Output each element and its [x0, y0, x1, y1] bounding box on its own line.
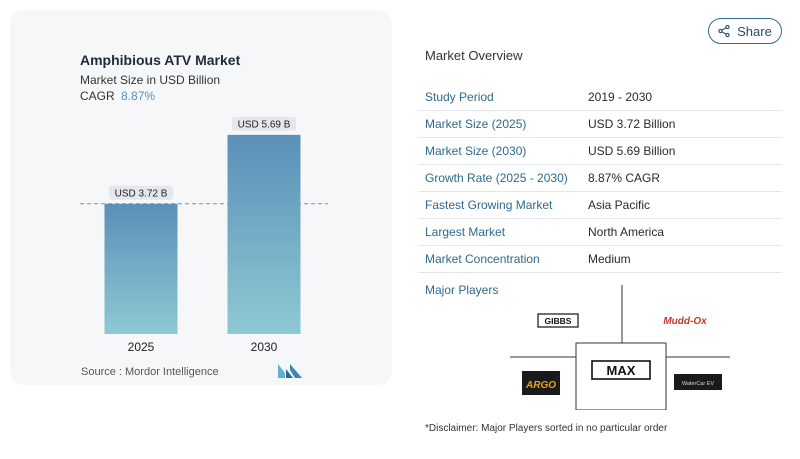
data-label: USD 3.72 B: [115, 188, 168, 199]
overview-label: Growth Rate (2025 - 2030): [425, 171, 568, 185]
gibbs-logo-text: GIBBS: [545, 316, 572, 326]
disclaimer: *Disclaimer: Major Players sorted in no …: [425, 423, 668, 434]
overview-row: Market Concentration Medium: [418, 246, 782, 273]
overview-row: Fastest Growing Market Asia Pacific: [418, 192, 782, 219]
max-logo: MAX: [591, 360, 651, 380]
watercar-logo-text: WaterCar EV: [682, 381, 715, 387]
players-logo-grid: GIBBS Mudd-Ox MAX ARGO WaterCar EV: [510, 285, 730, 410]
overview-value: USD 3.72 Billion: [588, 117, 676, 131]
overview-label: Largest Market: [425, 225, 506, 239]
overview-value: Medium: [588, 252, 631, 266]
overview-value: 8.87% CAGR: [588, 171, 661, 185]
chart-card: [10, 10, 392, 385]
overview-row: Market Size (2030) USD 5.69 Billion: [418, 138, 782, 165]
players-title: Major Players: [425, 283, 499, 297]
share-icon: [718, 25, 730, 37]
gibbs-logo: GIBBS: [537, 313, 579, 328]
category-label: 2030: [251, 340, 278, 354]
chart-subtitle: Market Size in USD Billion: [80, 73, 221, 87]
data-label-bg: [109, 185, 173, 200]
overview-value: North America: [588, 225, 665, 239]
bar-chart: USD 3.72 B 2025 USD 5.69 B 2030: [80, 116, 328, 354]
cagr-value: 8.87%: [121, 89, 156, 103]
overview-value: Asia Pacific: [588, 198, 651, 212]
watercar-logo: WaterCar EV: [674, 374, 722, 390]
overview-row: Growth Rate (2025 - 2030) 8.87% CAGR: [418, 165, 782, 192]
overview-label: Market Concentration: [425, 252, 540, 266]
bar-2030: [227, 134, 301, 334]
chart-title: Amphibious ATV Market: [80, 52, 241, 68]
overview-row: Largest Market North America: [418, 219, 782, 246]
overview-label: Study Period: [425, 90, 494, 104]
bar-2025: [104, 203, 178, 334]
overview-title: Market Overview: [425, 48, 523, 63]
overview-label: Market Size (2030): [425, 144, 527, 158]
overview-row: Market Size (2025) USD 3.72 Billion: [418, 111, 782, 138]
mordor-logo-icon: [278, 364, 302, 378]
overview-label: Fastest Growing Market: [425, 198, 553, 212]
overview-value: USD 5.69 Billion: [588, 144, 676, 158]
share-button[interactable]: Share: [708, 18, 782, 44]
overview-label: Market Size (2025): [425, 117, 527, 131]
chart-cagr: CAGR 8.87%: [80, 89, 155, 103]
argo-logo-text: ARGO: [525, 380, 556, 391]
share-label: Share: [737, 23, 772, 39]
muddox-logo: Mudd-Ox: [663, 316, 707, 327]
overview-value: 2019 - 2030: [588, 90, 653, 104]
category-label: 2025: [128, 340, 155, 354]
max-logo-text: MAX: [607, 363, 636, 378]
chart-source: Source : Mordor Intelligence: [81, 366, 219, 378]
overview-row: Study Period 2019 - 2030: [418, 84, 782, 111]
data-label: USD 5.69 B: [238, 119, 291, 130]
cagr-label: CAGR: [80, 89, 115, 103]
muddox-logo-text: Mudd-Ox: [663, 316, 707, 327]
overview-table: Study Period 2019 - 2030 Market Size (20…: [418, 84, 782, 273]
data-label-bg: [232, 116, 296, 131]
argo-logo: ARGO: [522, 371, 560, 395]
